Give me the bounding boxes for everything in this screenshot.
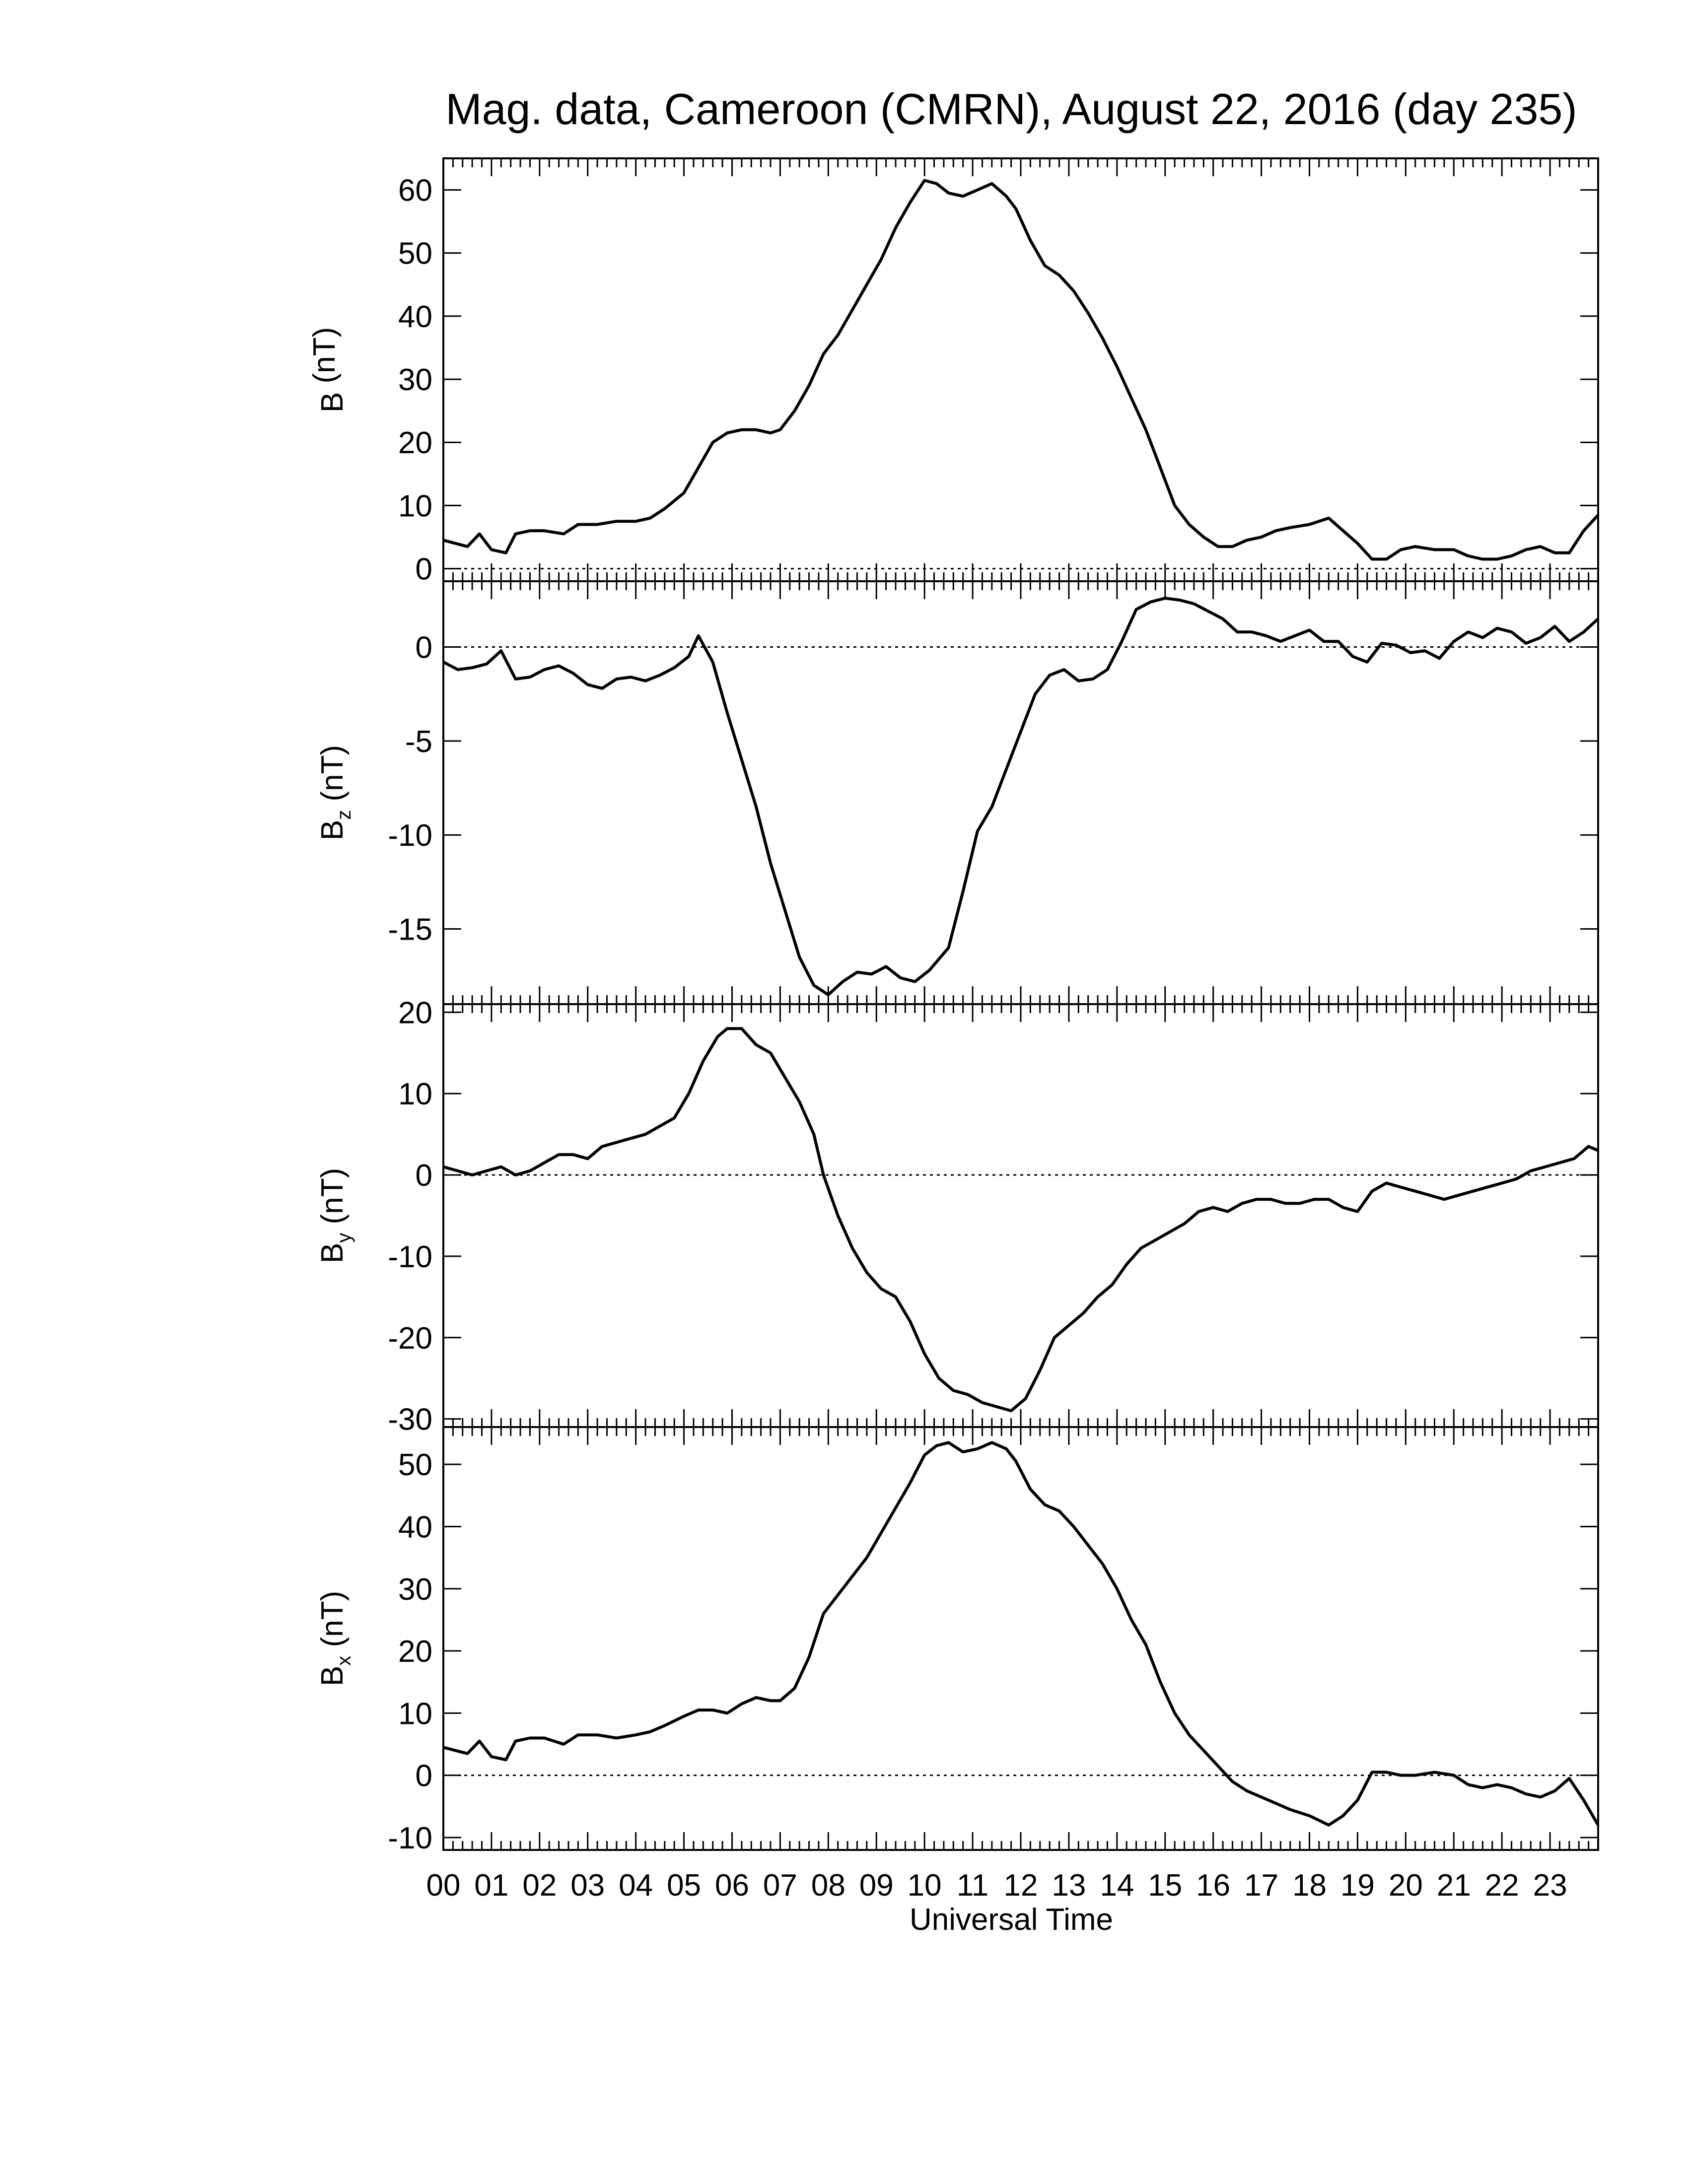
x-tick-label: 14 bbox=[1100, 1868, 1134, 1903]
x-tick-label: 10 bbox=[908, 1868, 942, 1903]
panel-bx-frame bbox=[442, 1426, 1599, 1851]
panel-by-ylabel-unit: (nT) bbox=[315, 1168, 350, 1233]
x-tick-label: 23 bbox=[1533, 1868, 1567, 1903]
x-tick-label: 03 bbox=[570, 1868, 605, 1903]
y-tick-label: -10 bbox=[388, 1821, 432, 1855]
panel-by-ytick-labels: 20 10 0 -10 -20 -30 bbox=[388, 996, 432, 1436]
x-tick-label: 17 bbox=[1244, 1868, 1278, 1903]
x-tick-label: 12 bbox=[1004, 1868, 1038, 1903]
panel-by-ylabel-main: B bbox=[315, 1243, 350, 1263]
panel-bz-ylabel-main: B bbox=[315, 820, 350, 840]
panel-bz-ticks bbox=[442, 581, 1599, 1004]
panel-bx-ylabel-unit: (nT) bbox=[315, 1591, 350, 1656]
panel-bz-frame bbox=[442, 580, 1599, 1005]
y-tick-label: 10 bbox=[398, 1077, 432, 1111]
panel-by-frame bbox=[442, 1003, 1599, 1428]
y-tick-label: -20 bbox=[388, 1321, 432, 1356]
panel-b-ticks bbox=[442, 158, 1599, 581]
x-tick-label: 06 bbox=[715, 1868, 749, 1903]
x-tick-label: 01 bbox=[474, 1868, 508, 1903]
x-tick-label: 05 bbox=[667, 1868, 701, 1903]
panel-bz: 0 -5 -10 -15 Bz (nT) bbox=[315, 580, 1600, 1005]
y-tick-label: 0 bbox=[416, 552, 432, 587]
y-tick-label: 20 bbox=[398, 996, 432, 1030]
y-tick-label: 40 bbox=[398, 1510, 432, 1544]
panel-bx-ylabel-main: B bbox=[315, 1666, 350, 1686]
y-tick-label: 50 bbox=[398, 1448, 432, 1482]
panel-by-series-line bbox=[443, 1027, 1599, 1413]
y-tick-label: 0 bbox=[416, 631, 432, 665]
y-tick-label: 10 bbox=[398, 1697, 432, 1731]
x-tick-label: 08 bbox=[811, 1868, 845, 1903]
panel-by-ylabel: By (nT) bbox=[315, 1168, 355, 1263]
x-tick-label: 15 bbox=[1148, 1868, 1182, 1903]
x-tick-label: 09 bbox=[859, 1868, 894, 1903]
panel-bx-ticks bbox=[442, 1427, 1599, 1850]
panel-bx-ylabel-sub: x bbox=[333, 1656, 355, 1666]
panel-b-series-line bbox=[443, 179, 1600, 561]
panel-bx-series-line bbox=[443, 1441, 1600, 1827]
panel-b-ytick-labels: 0 10 20 30 40 50 60 bbox=[398, 174, 432, 587]
y-tick-label: 20 bbox=[398, 1635, 432, 1669]
panel-bx-ytick-labels: -10 0 10 20 30 40 50 bbox=[388, 1448, 432, 1855]
y-tick-label: 30 bbox=[398, 1572, 432, 1607]
panel-bx: -10 0 10 20 30 40 50 Bx (nT) bbox=[315, 1426, 1600, 1855]
x-tick-label: 22 bbox=[1485, 1868, 1519, 1903]
panel-bz-ylabel: Bz (nT) bbox=[315, 745, 355, 840]
x-tick-label: 16 bbox=[1196, 1868, 1230, 1903]
y-tick-label: -15 bbox=[388, 913, 432, 947]
panel-b: 0 10 20 30 40 50 60 B (nT) bbox=[307, 157, 1600, 587]
y-tick-label: -5 bbox=[405, 725, 432, 759]
panel-b-ylabel: B (nT) bbox=[307, 327, 350, 412]
x-tick-label: 02 bbox=[522, 1868, 557, 1903]
panel-bz-ylabel-unit: (nT) bbox=[315, 745, 350, 810]
panel-by-ylabel-sub: y bbox=[333, 1233, 355, 1243]
x-tick-label: 20 bbox=[1389, 1868, 1423, 1903]
chart-title: Mag. data, Cameroon (CMRN), August 22, 2… bbox=[445, 84, 1577, 134]
panel-bz-ytick-labels: 0 -5 -10 -15 bbox=[388, 631, 432, 947]
x-tick-label: 07 bbox=[763, 1868, 797, 1903]
x-tick-label: 13 bbox=[1052, 1868, 1086, 1903]
x-tick-label: 04 bbox=[619, 1868, 653, 1903]
panel-bz-series-line bbox=[442, 597, 1600, 997]
y-tick-label: 60 bbox=[398, 174, 432, 208]
x-tick-label: 21 bbox=[1437, 1868, 1471, 1903]
panel-b-ylabel-main: B bbox=[315, 392, 350, 412]
y-tick-label: 30 bbox=[398, 363, 432, 397]
y-tick-label: 50 bbox=[398, 237, 432, 271]
x-tick-label: 00 bbox=[426, 1868, 461, 1903]
x-tick-labels: 00 01 02 03 04 05 06 07 08 09 10 11 12 13 14 15 16 17 18 19… bbox=[426, 1868, 1567, 1903]
panel-b-ylabel-unit: (nT) bbox=[307, 327, 342, 392]
y-tick-label: 0 bbox=[416, 1159, 432, 1193]
panel-bz-ylabel-sub: z bbox=[333, 810, 355, 820]
x-axis-label: Universal Time bbox=[910, 1903, 1113, 1937]
x-tick-label: 18 bbox=[1292, 1868, 1327, 1903]
panel-by-ticks bbox=[442, 1004, 1599, 1427]
y-tick-label: 20 bbox=[398, 426, 432, 460]
x-tick-label: 19 bbox=[1340, 1868, 1375, 1903]
y-tick-label: 0 bbox=[416, 1759, 432, 1793]
y-tick-label: 40 bbox=[398, 300, 432, 334]
y-tick-label: -10 bbox=[388, 1240, 432, 1274]
y-tick-label: -30 bbox=[388, 1403, 432, 1437]
y-tick-label: 10 bbox=[398, 489, 432, 523]
y-tick-label: -10 bbox=[388, 819, 432, 853]
x-tick-label: 11 bbox=[957, 1868, 988, 1903]
panel-by: 20 10 0 -10 -20 -30 By (nT) bbox=[315, 996, 1599, 1437]
panel-bx-ylabel: Bx (nT) bbox=[315, 1591, 355, 1686]
